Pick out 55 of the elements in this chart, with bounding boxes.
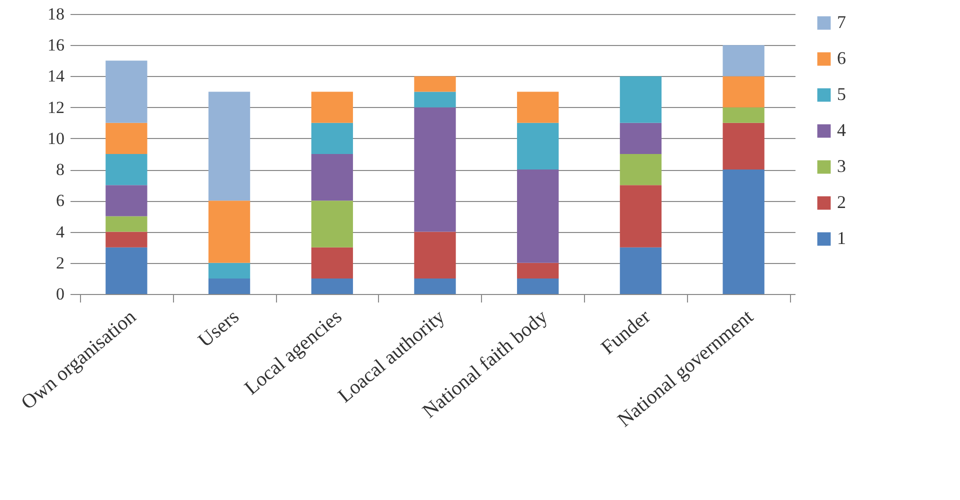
bar <box>311 154 353 201</box>
bar <box>311 278 353 294</box>
legend-label: 4 <box>837 120 846 140</box>
bar <box>208 278 250 294</box>
bar <box>106 122 148 154</box>
bar <box>106 232 148 248</box>
bar <box>106 185 148 216</box>
y-tick-label: 10 <box>48 128 64 148</box>
bar <box>106 60 148 123</box>
bar <box>517 170 559 263</box>
bar <box>517 92 559 123</box>
legend-label: 6 <box>837 48 846 68</box>
bar <box>620 247 662 294</box>
bar <box>208 262 250 278</box>
bar <box>311 92 353 123</box>
bar <box>311 122 353 154</box>
legend-label: 1 <box>837 228 846 248</box>
legend-label: 5 <box>837 84 846 104</box>
y-tick-label: 4 <box>56 222 65 242</box>
bar <box>517 278 559 294</box>
y-tick-label: 8 <box>56 160 64 180</box>
bar <box>106 216 148 232</box>
bar <box>620 154 662 186</box>
bar <box>722 76 764 108</box>
y-tick-label: 2 <box>56 253 64 272</box>
bar <box>414 278 456 294</box>
bar <box>722 122 764 170</box>
bar <box>722 107 764 123</box>
bar <box>414 92 456 108</box>
bar <box>414 107 456 232</box>
bar <box>414 232 456 278</box>
y-tick-label: 16 <box>48 36 64 55</box>
y-tick-label: 0 <box>56 284 64 304</box>
bar <box>620 122 662 154</box>
bar <box>620 76 662 123</box>
legend-label: 2 <box>837 192 846 212</box>
bar <box>208 200 250 263</box>
bar <box>620 185 662 248</box>
bar <box>722 170 764 294</box>
legend-label: 7 <box>837 12 846 32</box>
bar <box>517 262 559 278</box>
bar <box>311 200 353 248</box>
bar <box>208 92 250 201</box>
bar <box>722 45 764 76</box>
y-tick-label: 6 <box>56 191 64 210</box>
bar <box>517 122 559 170</box>
legend-label: 3 <box>837 156 846 176</box>
bar <box>311 247 353 278</box>
bar <box>414 76 456 92</box>
y-tick-label: 14 <box>48 66 65 86</box>
bar <box>106 154 148 186</box>
y-tick-label: 18 <box>48 4 64 24</box>
x-tick-label: Users <box>194 306 244 352</box>
y-tick-label: 12 <box>48 98 64 117</box>
bar <box>106 247 148 294</box>
